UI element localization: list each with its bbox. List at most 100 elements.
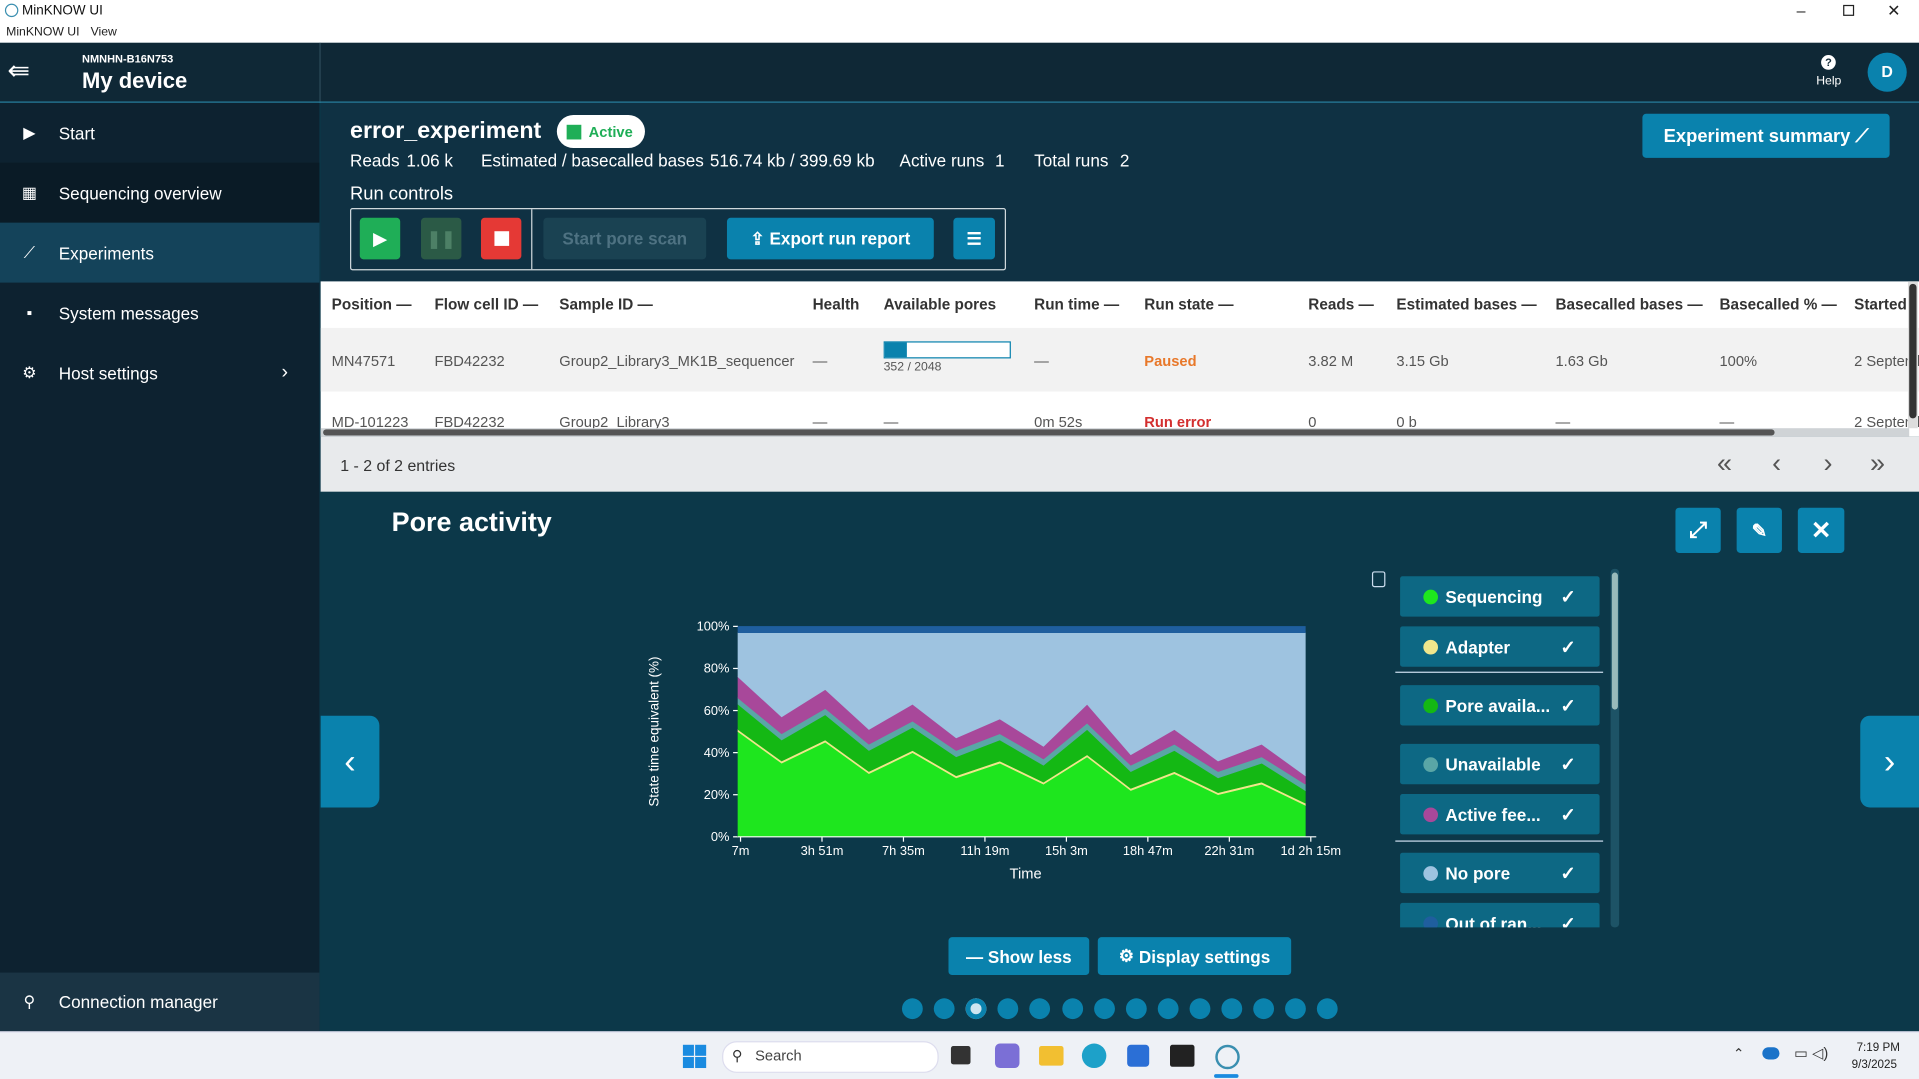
page-dot[interactable] bbox=[1125, 998, 1147, 1020]
page-dot[interactable] bbox=[1221, 998, 1243, 1020]
taskbar-icon[interactable] bbox=[994, 1043, 1020, 1069]
column-header: Available pores bbox=[883, 296, 997, 314]
legend-item[interactable]: Unavailable ✓ bbox=[1400, 743, 1600, 785]
next-chart[interactable]: › bbox=[1860, 715, 1919, 808]
start-pore-scan-button[interactable]: Start pore scan bbox=[543, 217, 707, 260]
table-cell: 0m 52s bbox=[1034, 413, 1083, 431]
taskbar-icon[interactable] bbox=[950, 1046, 971, 1065]
legend-swatch bbox=[1423, 916, 1439, 928]
button-label: Display settings bbox=[1138, 946, 1271, 966]
h-scrollbar[interactable] bbox=[320, 428, 1910, 437]
help-icon[interactable]: ? bbox=[1821, 55, 1836, 70]
device-name: My device bbox=[81, 68, 188, 93]
display-settings-button[interactable]: ⚙ Display settings bbox=[1097, 937, 1292, 976]
page-dot[interactable] bbox=[1317, 998, 1339, 1020]
export-button[interactable]: ⇪ Export run report bbox=[726, 217, 934, 260]
legend-item[interactable]: No pore ✓ bbox=[1400, 852, 1600, 894]
page-dot[interactable] bbox=[1157, 998, 1179, 1020]
prev-chart[interactable]: ‹ bbox=[320, 715, 380, 808]
stop-button[interactable] bbox=[480, 217, 522, 260]
menu-item[interactable]: View bbox=[90, 25, 117, 40]
table-row[interactable] bbox=[320, 327, 1919, 392]
legend-scrollbar[interactable] bbox=[1610, 568, 1620, 928]
page-dot[interactable] bbox=[1093, 998, 1115, 1020]
minimize[interactable]: – bbox=[1796, 1, 1806, 20]
start-button[interactable] bbox=[682, 1044, 707, 1069]
nav-item[interactable]: ▦ Sequencing overview bbox=[0, 162, 320, 223]
column-header: Estimated bases — bbox=[1396, 296, 1537, 314]
status-text: Active bbox=[588, 122, 633, 141]
table-cell: Paused bbox=[1144, 352, 1197, 370]
legend-swatch bbox=[1423, 698, 1439, 714]
page-dot[interactable] bbox=[1253, 998, 1275, 1020]
legend-check: ✓ bbox=[1560, 754, 1576, 776]
search-box[interactable] bbox=[722, 1041, 939, 1073]
stat-label: Estimated / basecalled bases bbox=[480, 150, 704, 171]
legend-item[interactable]: Pore availa... ✓ bbox=[1400, 685, 1600, 726]
button-label: Show less bbox=[987, 946, 1072, 966]
pause-button[interactable]: ❚❚ bbox=[421, 217, 462, 260]
page-dot[interactable] bbox=[933, 998, 955, 1020]
help-label[interactable]: Help bbox=[1816, 74, 1842, 89]
stat-value: 2 bbox=[1119, 150, 1130, 171]
nav-item[interactable]: ⚙ Host settings › bbox=[22, 361, 289, 383]
taskbar-icon[interactable] bbox=[1215, 1044, 1240, 1070]
copy-icon[interactable] bbox=[1371, 571, 1386, 588]
expand-button[interactable]: ⤢ bbox=[1675, 507, 1721, 553]
page-dot[interactable] bbox=[1029, 998, 1051, 1020]
window-title: MinKNOW UI bbox=[22, 3, 103, 19]
column-header: Flow cell ID — bbox=[434, 296, 539, 314]
nav-footer[interactable]: ⚲ Connection manager bbox=[0, 972, 320, 1032]
table-cell: — bbox=[812, 413, 828, 431]
filter-button[interactable]: ☰ bbox=[953, 217, 995, 260]
menu-toggle[interactable]: ⇚ bbox=[7, 55, 30, 86]
legend-separator bbox=[1395, 671, 1604, 673]
legend-item[interactable]: Active fee... ✓ bbox=[1400, 793, 1600, 835]
legend-item[interactable]: Sequencing ✓ bbox=[1400, 576, 1600, 617]
show-less-button[interactable]: — Show less bbox=[948, 937, 1090, 976]
v-scrollbar[interactable] bbox=[1907, 281, 1918, 429]
tray-icon[interactable] bbox=[1762, 1047, 1780, 1060]
column-header: Run time — bbox=[1034, 296, 1120, 314]
tray-chevron[interactable]: ⌃ bbox=[1732, 1047, 1745, 1062]
taskbar-icon[interactable] bbox=[1127, 1044, 1150, 1067]
first-page[interactable]: « bbox=[1717, 447, 1733, 479]
legend-label: Pore availa... bbox=[1445, 695, 1551, 716]
taskbar-icon[interactable] bbox=[1170, 1044, 1195, 1067]
page-dot[interactable] bbox=[997, 998, 1019, 1020]
maximize[interactable] bbox=[1843, 4, 1855, 16]
avatar[interactable]: D bbox=[1867, 52, 1907, 92]
nav-item[interactable]: ▶ Start bbox=[23, 122, 95, 143]
stat-label: Active runs bbox=[899, 150, 985, 171]
close-panel-button[interactable]: ✕ bbox=[1797, 507, 1845, 553]
tray-icons[interactable]: ▭ ◁) bbox=[1794, 1044, 1829, 1062]
nav-label: Start bbox=[58, 122, 95, 143]
nav-item[interactable]: ⟋ Experiments bbox=[0, 222, 320, 283]
nav-item[interactable]: ▪ System messages bbox=[26, 302, 199, 323]
page-dot[interactable] bbox=[901, 998, 923, 1020]
prev-page[interactable]: ‹ bbox=[1772, 447, 1782, 479]
legend-item[interactable]: Out of ran... ✓ bbox=[1400, 902, 1600, 928]
page-dot[interactable] bbox=[1285, 998, 1307, 1020]
app-icon bbox=[4, 3, 19, 18]
table-cell: Group2_Library3 bbox=[559, 413, 670, 431]
column-header: Basecalled % — bbox=[1719, 296, 1837, 314]
legend-item[interactable]: Adapter ✓ bbox=[1400, 626, 1600, 667]
edit-button[interactable]: ✎ bbox=[1736, 507, 1782, 553]
menu-item[interactable]: MinKNOW UI bbox=[6, 25, 80, 40]
last-page[interactable]: » bbox=[1870, 447, 1886, 479]
legend-check: ✓ bbox=[1560, 863, 1576, 884]
taskbar-icon[interactable] bbox=[1039, 1046, 1064, 1066]
clock-time: 7:19 PM bbox=[1856, 1041, 1900, 1055]
next-page[interactable]: › bbox=[1823, 447, 1833, 479]
close[interactable]: ✕ bbox=[1887, 1, 1901, 20]
experiment-summary-button[interactable]: Experiment summary ⟋ bbox=[1642, 113, 1890, 158]
taskbar-icon[interactable] bbox=[1081, 1043, 1107, 1069]
page-dot[interactable] bbox=[965, 998, 987, 1020]
divider bbox=[531, 209, 533, 270]
play-button[interactable]: ▶ bbox=[359, 217, 401, 260]
page-dot[interactable] bbox=[1189, 998, 1211, 1020]
page-dot[interactable] bbox=[1061, 998, 1083, 1020]
